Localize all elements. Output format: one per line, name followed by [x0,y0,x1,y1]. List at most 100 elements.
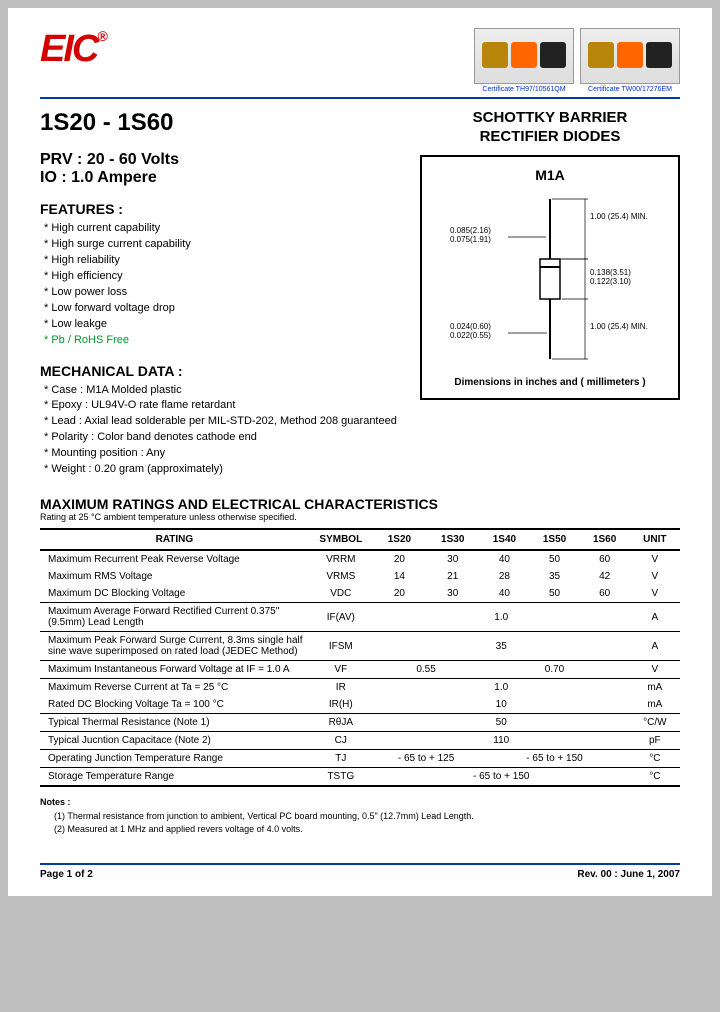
revision: Rev. 00 : June 1, 2007 [577,869,680,880]
rating-value: 110 [373,732,630,750]
note-item: (1) Thermal resistance from junction to … [54,810,680,823]
note-item: (2) Measured at 1 MHz and applied revers… [54,823,680,836]
badge-icon [540,42,566,68]
rating-value: 50 [373,714,630,732]
part-number-title: 1S20 - 1S60 [40,109,402,137]
feature-item: High current capability [44,221,402,237]
io-value: 1.0 Ampere [71,169,157,186]
rating-value: 50 [529,585,579,603]
rating-unit: V [630,661,680,679]
cert-box-2 [580,28,680,84]
cert-1: Certificate TH97/10561QM [474,28,574,93]
rating-symbol: VRRM [309,550,373,568]
rating-value: 35 [529,568,579,585]
ratings-col-header: 1S40 [479,529,529,550]
rating-value: 35 [373,632,630,661]
rating-unit: mA [630,696,680,714]
ratings-col-header: SYMBOL [309,529,373,550]
feature-item: High reliability [44,253,402,269]
mechanical-item: Polarity : Color band denotes cathode en… [44,430,402,446]
rating-label: Storage Temperature Range [40,768,309,787]
rating-value: 40 [479,550,529,568]
rating-value: - 65 to + 150 [479,750,629,768]
rating-value: - 65 to + 125 [373,750,480,768]
rating-value: 42 [580,568,630,585]
ratings-row: Maximum DC Blocking VoltageVDC2030405060… [40,585,680,603]
prv-value: 20 - 60 Volts [87,151,179,168]
left-column: 1S20 - 1S60 PRV : 20 - 60 Volts IO : 1.0… [40,109,402,478]
rating-unit: V [630,568,680,585]
ratings-row: Rated DC Blocking Voltage Ta = 100 °CIR(… [40,696,680,714]
page-footer: Page 1 of 2 Rev. 00 : June 1, 2007 [40,863,680,880]
mechanical-list: Case : M1A Molded plasticEpoxy : UL94V-O… [40,383,402,479]
logo-text: EIC [40,28,97,70]
package-diagram: M1A 0.085(2.16) 0.075(1.91) 1.00 (25.4) … [420,155,680,400]
feature-item: Low forward voltage drop [44,301,402,317]
rating-value: 50 [529,550,579,568]
feature-item: Low power loss [44,285,402,301]
features-list: High current capabilityHigh surge curren… [40,221,402,349]
ratings-col-header: 1S60 [580,529,630,550]
rating-label: Operating Junction Temperature Range [40,750,309,768]
rating-unit: V [630,585,680,603]
rating-value: - 65 to + 150 [373,768,630,787]
feature-item: High surge current capability [44,237,402,253]
ratings-header-row: RATINGSYMBOL1S201S301S401S501S60UNIT [40,529,680,550]
rating-symbol: VDC [309,585,373,603]
rating-unit: A [630,603,680,632]
rating-unit: °C/W [630,714,680,732]
rating-symbol: TSTG [309,768,373,787]
rating-label: Typical Thermal Resistance (Note 1) [40,714,309,732]
rating-value: 14 [373,568,426,585]
ratings-subheading: Rating at 25 °C ambient temperature unle… [40,512,680,522]
mechanical-item: Case : M1A Molded plastic [44,383,402,399]
product-name-l2: RECTIFIER DIODES [480,128,621,145]
rating-symbol: IFSM [309,632,373,661]
rating-symbol: RθJA [309,714,373,732]
notes-heading: Notes : [40,797,680,807]
ratings-heading: MAXIMUM RATINGS AND ELECTRICAL CHARACTER… [40,496,680,512]
ratings-row: Maximum RMS VoltageVRMS1421283542V [40,568,680,585]
page-number: Page 1 of 2 [40,869,93,880]
ratings-row: Typical Jucntion Capacitace (Note 2)CJ11… [40,732,680,750]
cert-label-1: Certificate TH97/10561QM [482,86,565,93]
feature-item: High efficiency [44,269,402,285]
ratings-row: Maximum Average Forward Rectified Curren… [40,603,680,632]
rating-symbol: IR [309,679,373,697]
ratings-col-header: 1S30 [426,529,479,550]
io-spec: IO : 1.0 Ampere [40,169,402,187]
rating-value: 30 [426,550,479,568]
mechanical-heading: MECHANICAL DATA : [40,363,402,379]
badge-icon [482,42,508,68]
rating-symbol: IR(H) [309,696,373,714]
ratings-row: Maximum Recurrent Peak Reverse VoltageVR… [40,550,680,568]
rating-value: 1.0 [373,679,630,697]
dim-lead-dia-max: 0.085(2.16) [450,226,491,235]
logo-reg: ® [97,28,105,44]
ratings-row: Maximum Instantaneous Forward Voltage at… [40,661,680,679]
dim-body-len-min: 0.122(3.10) [590,277,631,286]
cert-label-2: Certificate TW00/17276EM [588,86,672,93]
rating-value: 20 [373,550,426,568]
ratings-col-header: RATING [40,529,309,550]
ratings-table: RATINGSYMBOL1S201S301S401S501S60UNIT Max… [40,528,680,787]
rating-label: Maximum Reverse Current at Ta = 25 °C [40,679,309,697]
feature-item-rohs: Pb / RoHS Free [44,333,402,349]
ratings-col-header: 1S50 [529,529,579,550]
rating-unit: V [630,550,680,568]
rating-unit: pF [630,732,680,750]
diagram-footer: Dimensions in inches and ( millimeters ) [432,377,668,388]
dim-lead-len-top: 1.00 (25.4) MIN. [590,212,648,221]
ratings-row: Typical Thermal Resistance (Note 1)RθJA5… [40,714,680,732]
rating-symbol: CJ [309,732,373,750]
rating-value: 60 [580,585,630,603]
rating-label: Maximum Average Forward Rectified Curren… [40,603,309,632]
rating-value: 0.70 [479,661,629,679]
rating-symbol: TJ [309,750,373,768]
badge-icon [511,42,537,68]
prv-spec: PRV : 20 - 60 Volts [40,151,402,169]
ratings-row: Maximum Peak Forward Surge Current, 8.3m… [40,632,680,661]
ratings-row: Storage Temperature RangeTSTG- 65 to + 1… [40,768,680,787]
rating-value: 21 [426,568,479,585]
rating-label: Maximum RMS Voltage [40,568,309,585]
